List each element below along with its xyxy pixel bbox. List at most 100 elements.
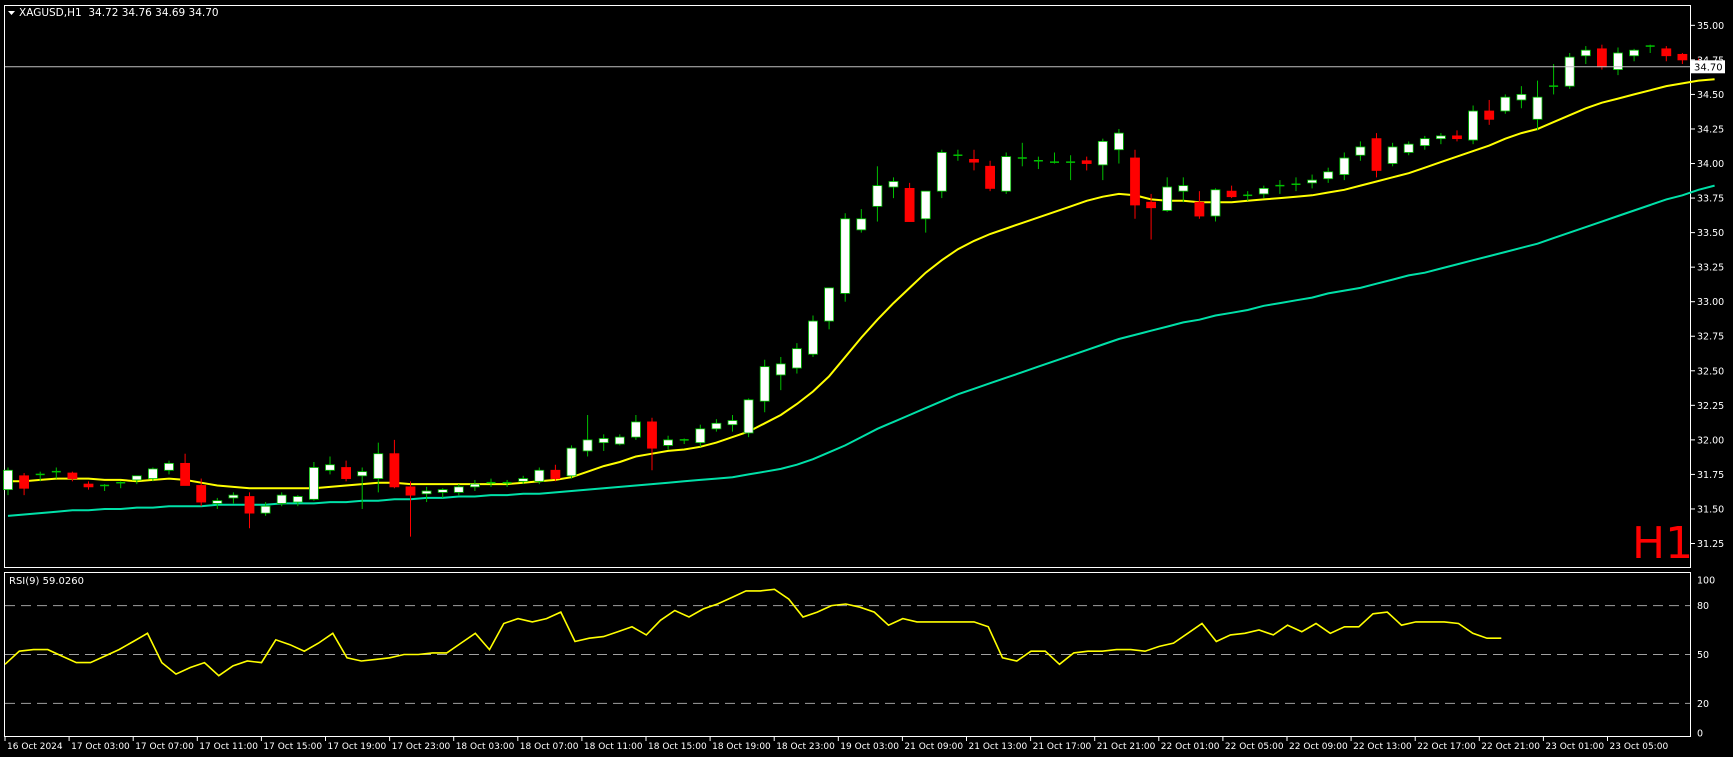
candle bbox=[582, 415, 593, 457]
candle bbox=[598, 434, 609, 451]
time-tick-label: 21 Oct 13:00 bbox=[969, 742, 1028, 752]
candle bbox=[936, 149, 947, 199]
price-tick-label: 35.00 bbox=[1697, 21, 1724, 32]
candle-body bbox=[437, 489, 448, 493]
candle bbox=[969, 149, 979, 171]
candle-body bbox=[453, 486, 464, 493]
candle bbox=[1323, 167, 1334, 183]
candle-body bbox=[1146, 201, 1156, 209]
candle bbox=[663, 435, 673, 450]
candle-body bbox=[1516, 94, 1527, 101]
candle-body bbox=[83, 483, 94, 488]
candle bbox=[1436, 133, 1446, 145]
current-price-tag-bg bbox=[1691, 60, 1725, 74]
candle bbox=[1017, 142, 1027, 167]
candle bbox=[19, 473, 30, 496]
candle-body bbox=[131, 475, 142, 481]
candle-body bbox=[292, 496, 303, 503]
candle-body bbox=[808, 320, 818, 355]
candle-body bbox=[244, 496, 255, 514]
candle-body bbox=[308, 467, 319, 500]
candle bbox=[437, 488, 448, 498]
candle bbox=[1258, 185, 1269, 199]
candle bbox=[904, 182, 915, 222]
candle bbox=[1549, 64, 1559, 95]
candle-body bbox=[985, 165, 995, 189]
candle bbox=[325, 456, 335, 475]
candle-body bbox=[1114, 132, 1124, 151]
candle-body bbox=[1371, 138, 1382, 171]
price-axis: 35.0034.7534.5034.2534.0033.7533.5033.25… bbox=[1690, 21, 1724, 550]
candle-body bbox=[1629, 49, 1639, 57]
current-price-tag: 34.70 bbox=[1691, 60, 1725, 74]
candle bbox=[405, 481, 416, 537]
candle bbox=[131, 475, 142, 485]
candle bbox=[727, 415, 738, 432]
candle bbox=[888, 177, 899, 199]
candle-body bbox=[1226, 190, 1237, 198]
candle bbox=[824, 287, 834, 330]
candle-body bbox=[1580, 49, 1591, 57]
candle-body bbox=[1387, 146, 1398, 164]
candle bbox=[357, 467, 368, 509]
candle-body bbox=[1452, 135, 1462, 140]
candle bbox=[1645, 44, 1655, 53]
candle-body bbox=[67, 472, 78, 479]
moving-averages bbox=[7, 78, 1715, 517]
candle-body bbox=[1355, 146, 1366, 156]
candle-body bbox=[518, 478, 529, 482]
candle-body bbox=[469, 483, 480, 488]
time-axis: 16 Oct 2024 17 Oct 03:00 17 Oct 07:00 17 Oc… bbox=[4, 737, 1668, 752]
candle bbox=[840, 213, 851, 302]
price-tick-label: 33.50 bbox=[1697, 228, 1724, 239]
candle bbox=[1194, 191, 1205, 219]
candle bbox=[1677, 52, 1688, 65]
candle bbox=[341, 460, 352, 482]
candle-body bbox=[743, 399, 754, 434]
symbol-menu-icon[interactable] bbox=[8, 11, 15, 15]
candle bbox=[1339, 152, 1350, 181]
price-panel[interactable] bbox=[4, 5, 1691, 568]
candle-body bbox=[1307, 179, 1317, 184]
candle bbox=[1532, 80, 1543, 131]
candle-body bbox=[904, 187, 915, 222]
candle bbox=[1114, 128, 1124, 164]
candle-body bbox=[1613, 52, 1623, 70]
candle-body bbox=[228, 494, 239, 499]
candle bbox=[373, 442, 384, 493]
candle bbox=[389, 439, 400, 489]
candle-body bbox=[1484, 110, 1495, 120]
candle bbox=[164, 460, 174, 475]
candle bbox=[308, 461, 319, 501]
candle bbox=[1226, 185, 1237, 199]
candle-body bbox=[1532, 96, 1543, 120]
candle bbox=[1291, 177, 1301, 192]
time-tick-label: 22 Oct 17:00 bbox=[1417, 742, 1476, 752]
rsi-panel[interactable] bbox=[4, 572, 1691, 737]
candle-body bbox=[276, 494, 287, 504]
time-tick-label: 22 Oct 05:00 bbox=[1225, 742, 1284, 752]
candle-body bbox=[1339, 157, 1350, 175]
candle bbox=[1468, 105, 1478, 145]
candle bbox=[244, 492, 255, 529]
candle bbox=[51, 467, 61, 479]
candle-body bbox=[1001, 156, 1012, 192]
candle bbox=[1371, 133, 1382, 178]
candle-body bbox=[1436, 135, 1446, 140]
timeframe-watermark: H1 bbox=[1632, 518, 1693, 569]
candle-body bbox=[373, 453, 384, 479]
candle-body bbox=[969, 158, 979, 163]
candle-body bbox=[792, 348, 802, 369]
candle bbox=[1500, 94, 1511, 114]
ma-slow-line bbox=[7, 184, 1715, 517]
candle bbox=[260, 502, 271, 516]
candle bbox=[147, 467, 158, 482]
candle bbox=[276, 492, 287, 507]
candle bbox=[1629, 48, 1639, 62]
time-tick-label: 22 Oct 01:00 bbox=[1161, 742, 1220, 752]
candle-body bbox=[663, 439, 673, 446]
time-tick-label: 21 Oct 17:00 bbox=[1033, 742, 1092, 752]
price-tick-label: 33.00 bbox=[1697, 297, 1724, 308]
candle bbox=[502, 479, 512, 487]
